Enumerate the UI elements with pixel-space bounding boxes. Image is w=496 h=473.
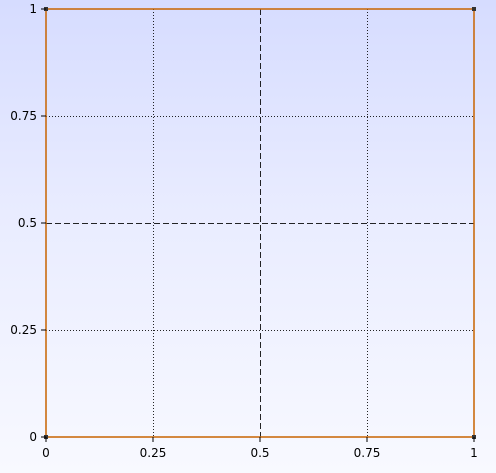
x-tick-label: 0.5 (250, 446, 269, 460)
tick-labels: 0 0.25 0.5 0.75 1 0 0.25 0.5 0.75 1 (10, 2, 478, 460)
y-tick-label: 0.75 (10, 109, 37, 123)
x-tick-label: 0.75 (354, 446, 381, 460)
grid-lines (46, 9, 474, 437)
y-tick-label: 0 (29, 430, 37, 444)
x-tick-label: 0 (42, 446, 50, 460)
x-tick-label: 1 (470, 446, 478, 460)
x-tick-label: 0.25 (140, 446, 167, 460)
corner-marker (472, 7, 476, 11)
y-tick-label: 1 (29, 2, 37, 16)
y-tick-label: 0.5 (18, 216, 37, 230)
axis-ticks (41, 8, 475, 442)
y-tick-label: 0.25 (10, 323, 37, 337)
